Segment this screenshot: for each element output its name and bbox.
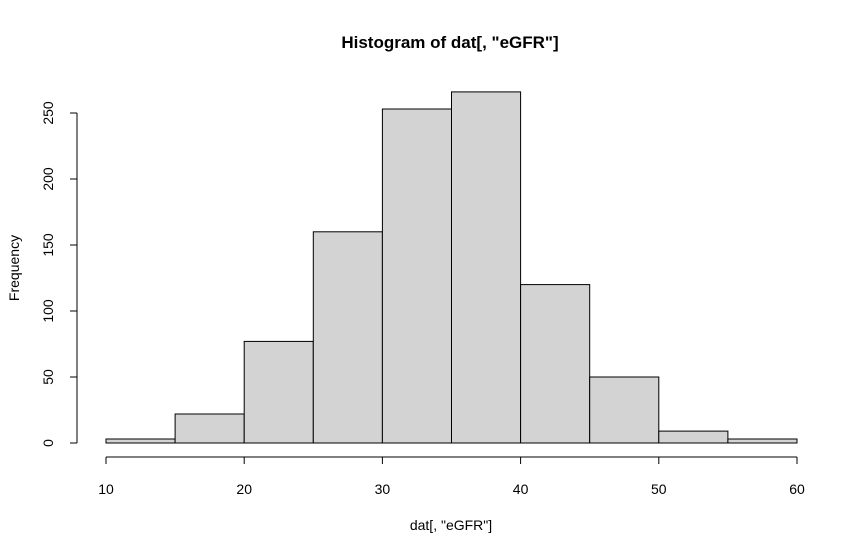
y-tick-label: 200 [40,167,56,191]
x-tick-label: 50 [651,481,667,497]
y-axis: 0 50 100 150 200 250 [40,101,78,447]
y-tick-label: 0 [40,439,56,447]
y-tick-label: 100 [40,299,56,323]
y-tick-label: 50 [40,369,56,385]
histogram-bar-30-35 [381,108,452,444]
histogram-bar-35-40 [451,91,522,444]
x-tick-label: 20 [236,481,252,497]
chart-title: Histogram of dat[, "eGFR"] [341,33,558,52]
y-axis-label: Frequency [6,235,22,301]
histogram-bar-15-20 [174,413,245,444]
histogram-bar-50-55 [658,430,729,444]
histogram-bar-55-60 [727,438,798,444]
x-tick-label: 40 [513,481,529,497]
bars-group [105,91,798,444]
x-axis-label: dat[, "eGFR"] [410,517,492,533]
y-tick-label: 250 [40,101,56,125]
x-tick-label: 10 [98,481,114,497]
histogram-bar-10-15 [105,438,176,444]
x-axis: 10 20 30 40 50 60 [98,456,805,497]
histogram-bar-45-50 [589,376,660,444]
x-tick-label: 30 [375,481,391,497]
histogram-bar-25-30 [312,231,383,444]
y-tick-label: 150 [40,233,56,257]
x-tick-label: 60 [789,481,805,497]
histogram-bar-40-45 [520,284,591,444]
histogram-bar-20-25 [243,340,314,444]
